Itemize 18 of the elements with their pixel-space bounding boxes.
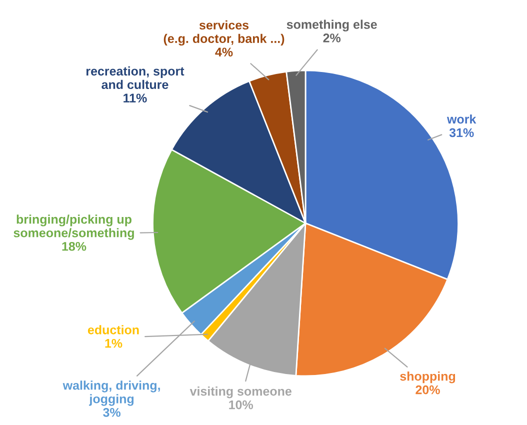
data-label: 11% — [124, 94, 147, 102]
slice-label: visiting someone — [190, 386, 292, 398]
data-label: 2% — [323, 34, 341, 42]
slice-label: work — [446, 114, 476, 124]
slice-label: walking, driving, jogging — [62, 380, 160, 406]
data-label: 10% — [229, 400, 254, 410]
slice-label: eduction — [88, 325, 139, 334]
slice-label: bringing/picking up someone/something — [14, 214, 134, 240]
data-label: 3% — [103, 408, 120, 417]
data-label: 18% — [62, 242, 86, 251]
slice-label: services (e.g. doctor, bank ...) — [164, 20, 284, 46]
data-label: 20% — [416, 385, 440, 394]
data-label: 4% — [215, 48, 233, 57]
slice-label: shopping — [400, 372, 456, 384]
slice-label: something else — [286, 20, 377, 32]
slice-label: recreation, sport and culture — [86, 66, 184, 90]
data-label: 1% — [105, 338, 122, 348]
data-label: 31% — [449, 128, 474, 138]
